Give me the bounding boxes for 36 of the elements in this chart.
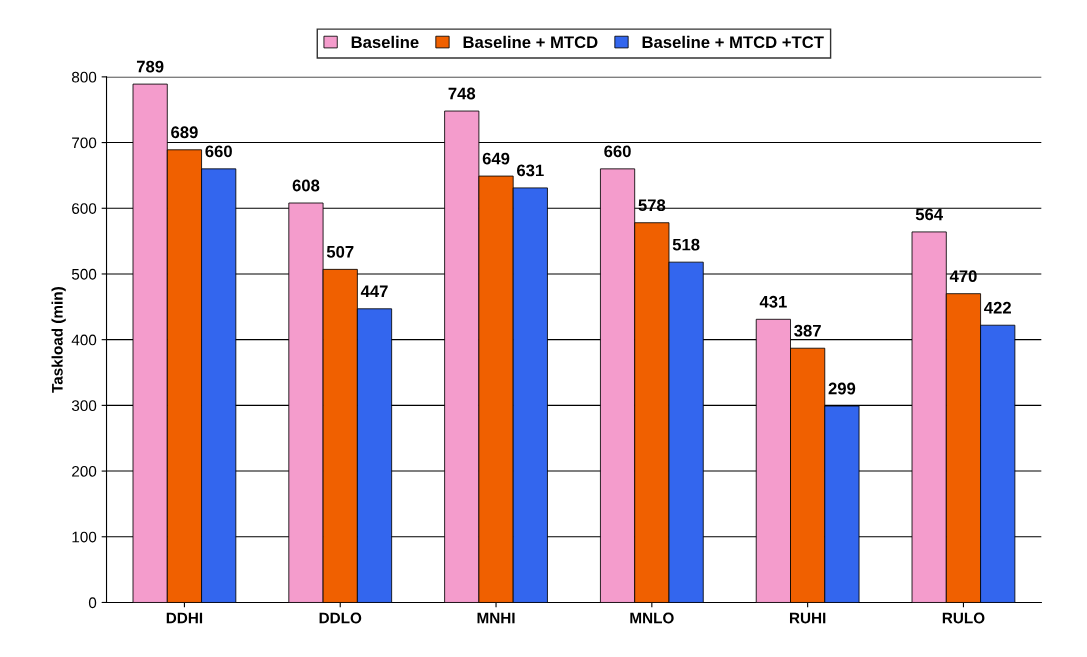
data-label: 470 [949,270,977,283]
legend-label: Baseline [351,35,419,49]
data-label: 660 [205,145,232,158]
data-label: 748 [448,87,476,100]
y-tick-label: 0 [88,597,97,609]
y-tick-label: 800 [71,71,97,83]
legend-label: Baseline + MTCD [463,35,598,49]
data-label: 564 [915,208,943,221]
data-label: 518 [672,238,700,251]
data-label: 649 [482,152,510,165]
y-tick-label: 300 [71,400,97,412]
x-tick-label: MNHI [477,612,515,624]
data-label: 608 [292,179,320,192]
data-label: 660 [604,145,631,158]
y-tick-label: 400 [71,334,97,346]
data-label: 387 [794,324,821,337]
data-label: 789 [136,60,164,73]
y-axis-title: Taskload (min) [51,287,66,393]
data-label: 507 [326,245,354,258]
y-tick-label: 700 [72,137,97,149]
x-tick-label: DDLO [319,612,362,624]
data-label: 447 [360,285,388,297]
data-label: 631 [517,164,544,177]
data-label: 422 [984,301,1011,314]
y-tick-label: 100 [72,531,97,543]
x-tick-label: RULO [942,612,985,624]
x-tick-label: RUHI [789,612,826,624]
data-label: 689 [171,126,198,139]
y-tick-label: 500 [71,268,97,280]
x-tick-label: MNLO [630,612,674,624]
legend-label: Baseline + MTCD +TCT [642,35,824,49]
data-label: 431 [759,295,787,308]
y-tick-label: 200 [72,465,97,477]
y-tick-label: 600 [72,203,97,214]
x-tick-label: DDHI [166,612,203,624]
data-label: 299 [828,382,856,395]
